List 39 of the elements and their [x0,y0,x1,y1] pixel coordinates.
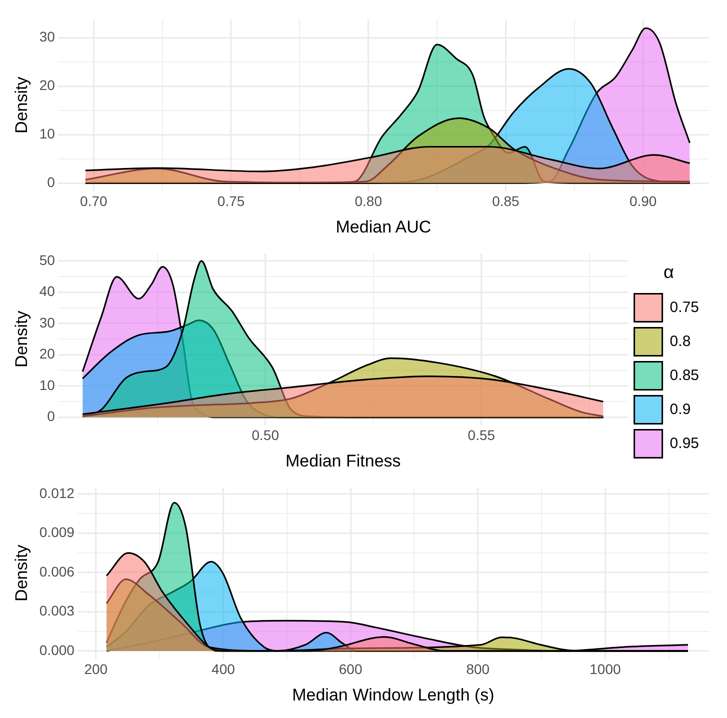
y-tick-label: 20 [39,77,56,94]
y-axis-title: Density [12,310,31,368]
legend-label: 0.85 [670,366,700,384]
x-tick-label: 1000 [590,661,622,678]
y-tick-label: 20 [39,346,56,362]
x-tick-label: 0.80 [354,193,382,210]
y-tick-label: 0.000 [39,642,75,658]
y-tick-label: 0.012 [39,484,75,501]
x-axis-title: Median Fitness [286,451,401,470]
x-tick-label: 600 [338,661,362,678]
x-tick-label: 0.85 [492,193,520,210]
x-tick-label: 800 [466,661,490,678]
y-tick-label: 40 [39,283,56,300]
legend-label: 0.8 [670,332,691,350]
legend-title: α [663,262,674,282]
y-tick-label: 0.009 [39,524,75,540]
x-tick-label: 0.50 [252,427,280,444]
y-tick-label: 0 [47,408,56,424]
x-axis-title: Median AUC [336,217,432,236]
y-tick-label: 0 [47,174,56,190]
legend-label: 0.95 [670,434,700,452]
y-axis-title: Density [12,76,31,134]
y-tick-label: 0.006 [39,563,75,580]
y-tick-label: 10 [39,376,56,393]
y-tick-label: 10 [39,125,56,142]
x-axis-title: Median Window Length (s) [292,685,494,704]
x-tick-label: 0.70 [80,193,108,210]
legend-label: 0.9 [670,400,691,418]
x-tick-label: 0.90 [629,193,657,210]
y-axis-title: Density [12,544,31,602]
y-tick-label: 30 [39,28,56,45]
y-tick-label: 50 [39,252,56,268]
x-tick-label: 0.75 [217,193,245,210]
x-tick-label: 200 [84,661,108,678]
y-tick-label: 0.003 [39,602,75,619]
x-tick-label: 400 [212,661,236,678]
legend-label: 0.75 [670,298,700,316]
y-tick-label: 30 [39,314,56,330]
x-tick-label: 0.55 [468,427,496,444]
